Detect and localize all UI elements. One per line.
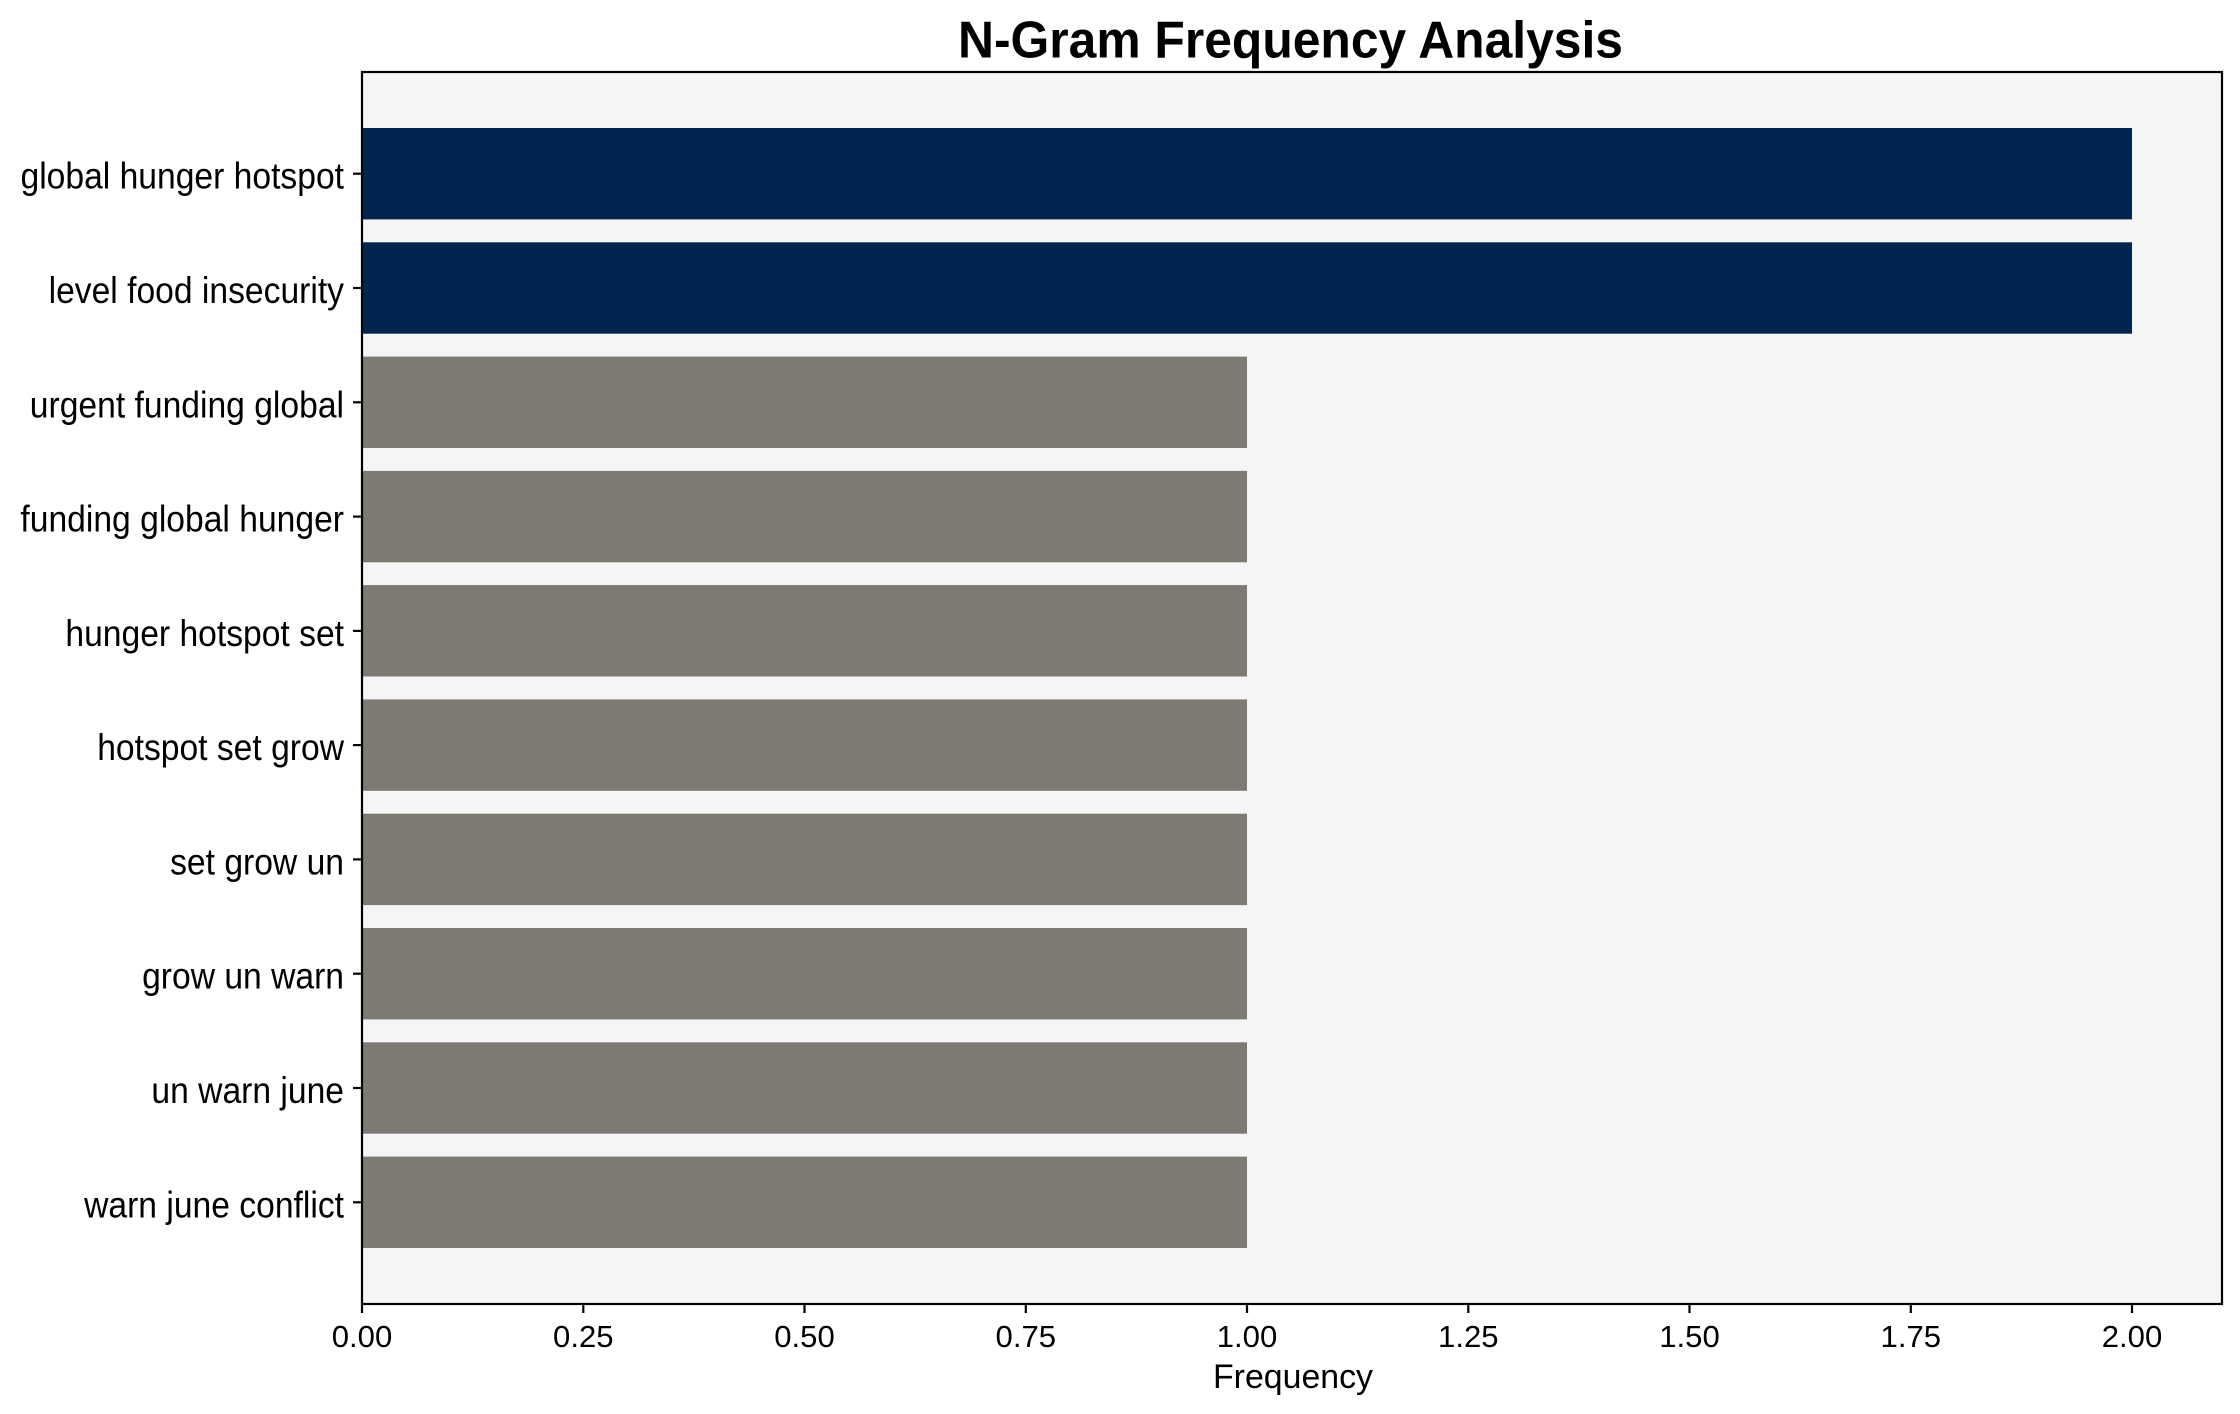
svg-text:set grow un: set grow un xyxy=(170,840,344,882)
svg-text:0.50: 0.50 xyxy=(774,1319,835,1354)
svg-text:0.25: 0.25 xyxy=(553,1319,614,1354)
svg-text:1.25: 1.25 xyxy=(1438,1319,1499,1354)
svg-text:global hunger hotspot: global hunger hotspot xyxy=(21,155,345,197)
svg-text:1.50: 1.50 xyxy=(1659,1319,1720,1354)
svg-text:un warn june: un warn june xyxy=(151,1069,344,1111)
svg-text:funding global hunger: funding global hunger xyxy=(20,498,344,540)
svg-text:N-Gram Frequency Analysis: N-Gram Frequency Analysis xyxy=(958,11,1623,69)
svg-text:level food insecurity: level food insecurity xyxy=(49,269,345,311)
svg-text:1.75: 1.75 xyxy=(1881,1319,1942,1354)
svg-text:1.00: 1.00 xyxy=(1217,1319,1278,1354)
svg-text:Frequency: Frequency xyxy=(1213,1358,1374,1396)
svg-text:warn june conflict: warn june conflict xyxy=(83,1183,344,1225)
svg-text:grow un warn: grow un warn xyxy=(142,955,344,997)
svg-text:hotspot set grow: hotspot set grow xyxy=(97,726,345,768)
svg-text:0.00: 0.00 xyxy=(332,1319,393,1354)
svg-text:0.75: 0.75 xyxy=(996,1319,1057,1354)
svg-text:urgent funding global: urgent funding global xyxy=(30,383,344,425)
svg-text:hunger hotspot set: hunger hotspot set xyxy=(65,612,344,654)
svg-text:2.00: 2.00 xyxy=(2102,1319,2163,1354)
